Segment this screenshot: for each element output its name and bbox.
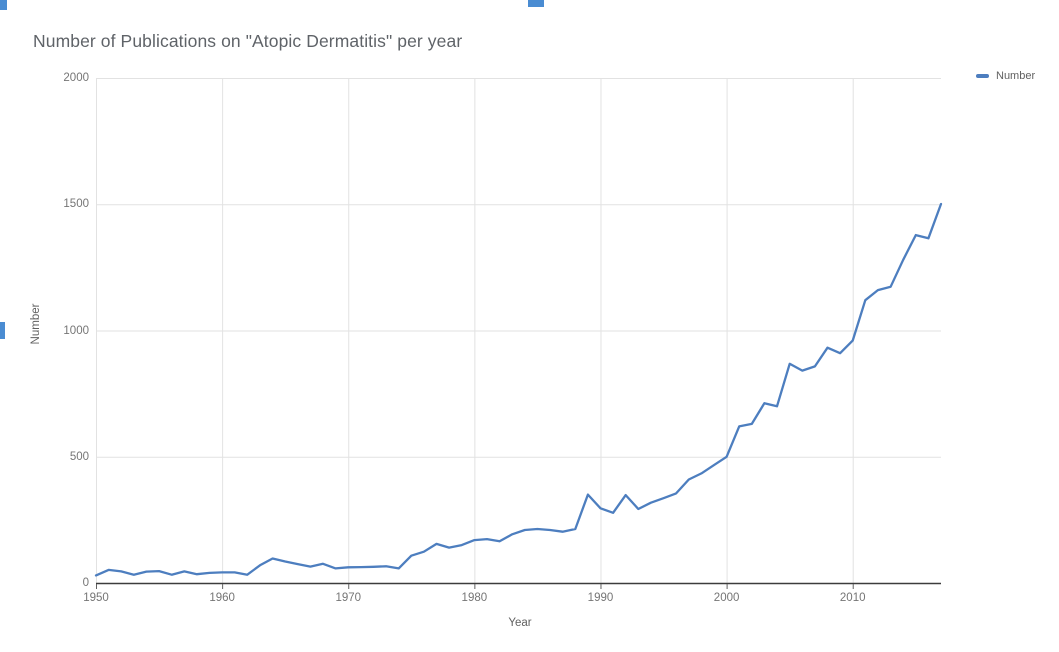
x-tick-label: 1980 [461,592,488,604]
x-tick-label: 1990 [587,592,614,604]
chart-title: Number of Publications on "Atopic Dermat… [33,31,463,51]
y-tick-label: 1500 [63,198,89,211]
x-tick-label: 1950 [83,592,109,604]
data-line-number[interactable] [94,202,943,577]
x-tick-label: 2000 [713,592,740,604]
selection-handle-middle-left[interactable] [0,322,5,339]
legend[interactable]: Number [976,70,1035,82]
selection-handle-top-center[interactable] [528,0,544,7]
x-axis-title: Year [508,617,532,629]
legend-series-label: Number [996,70,1036,82]
y-tick-label: 1000 [63,324,89,337]
y-tick-label: 0 [82,577,89,589]
selection-handle-top-left[interactable] [0,0,7,10]
y-tick-label: 2000 [63,72,89,84]
x-tick-label: 1970 [335,592,362,604]
x-tick-label: 1960 [209,592,235,604]
y-axis-title: Number [30,303,42,345]
legend-series-marker [976,74,989,78]
y-tick-label: 500 [69,450,89,463]
x-tick-label: 2010 [839,592,866,604]
